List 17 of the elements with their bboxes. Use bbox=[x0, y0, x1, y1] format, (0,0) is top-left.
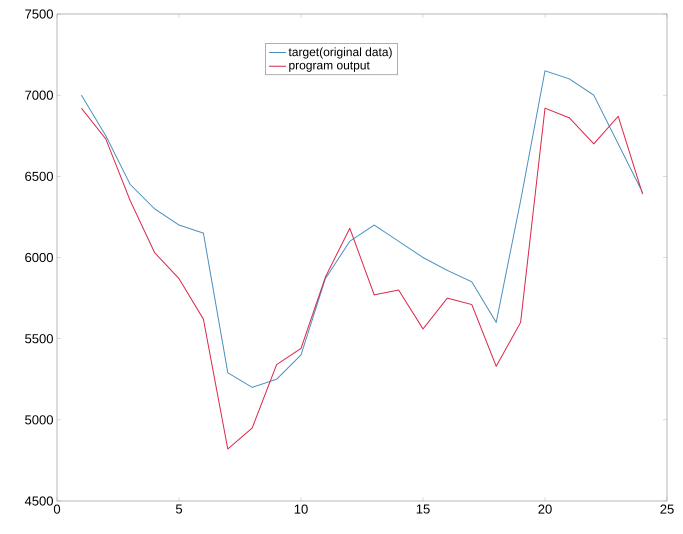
x-tick-label: 5 bbox=[176, 504, 182, 514]
y-tick-label: 7500 bbox=[25, 9, 53, 19]
y-tick-label: 5500 bbox=[25, 334, 53, 344]
y-tick-label: 6000 bbox=[25, 252, 53, 262]
line-series bbox=[80, 70, 644, 388]
x-tick-label: 0 bbox=[54, 504, 60, 514]
y-tick-label: 7000 bbox=[25, 90, 53, 100]
legend-label: program output bbox=[289, 62, 370, 72]
line-series bbox=[80, 108, 644, 450]
x-tick-label: 15 bbox=[416, 504, 430, 514]
x-tick-label: 20 bbox=[538, 504, 552, 514]
x-tick-label: 10 bbox=[294, 504, 308, 514]
y-tick-label: 5000 bbox=[25, 415, 53, 424]
y-tick-label: 4500 bbox=[24, 496, 53, 506]
x-tick-label: 25 bbox=[660, 504, 674, 514]
y-tick-label: 6500 bbox=[25, 172, 53, 181]
legend-label: target(original data) bbox=[288, 47, 392, 59]
